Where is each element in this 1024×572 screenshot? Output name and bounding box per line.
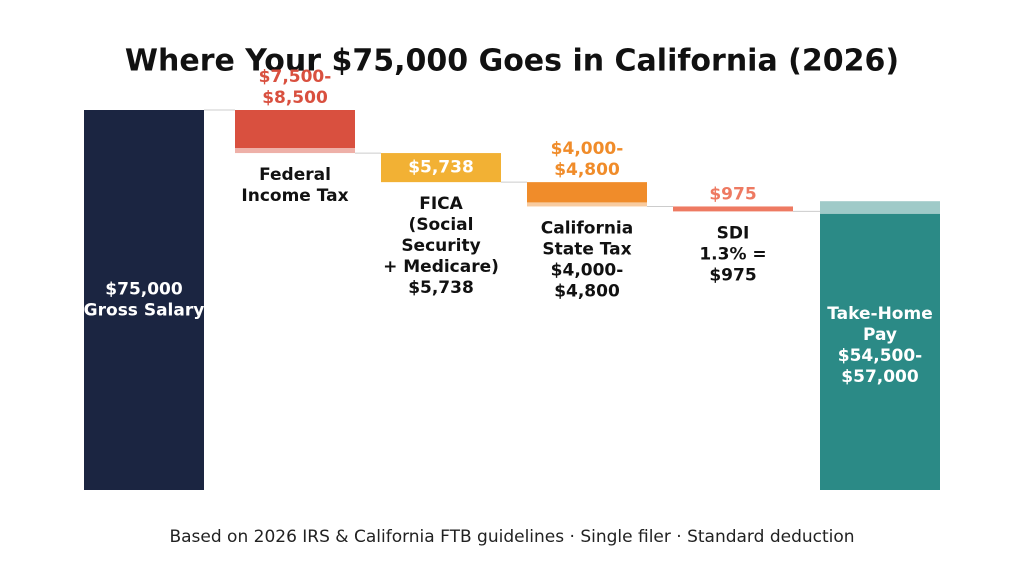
label-line: FICA [419,194,463,214]
label-line: Pay [863,325,897,345]
label-line: $8,500 [262,88,328,108]
bar [820,213,940,490]
label-line: + Medicare) [383,257,499,277]
label-line: Federal [259,165,331,185]
label-line: Gross Salary [84,301,205,321]
label-line: $54,500- [838,346,923,366]
bar [84,110,204,490]
chart-title: Where Your $75,000 Goes in California (2… [125,44,899,79]
bar [235,110,355,148]
label-line: $975 [709,184,756,204]
label-line: Income Tax [241,186,348,206]
label-line: $75,000 [105,280,183,300]
bar [381,153,501,183]
label-line: $4,800 [554,281,620,301]
label-line: California [541,218,633,238]
label-line: $57,000 [841,367,919,387]
label-line: $4,800 [554,160,620,180]
label-line: SDI [717,223,750,243]
bar-range [235,148,355,154]
bar [673,206,793,212]
label-line: $5,738 [408,278,474,298]
label-line: $975 [709,265,756,285]
label-line: $4,000- [551,260,624,280]
label-line: Take-Home [827,304,932,324]
bar-range [820,201,940,214]
label-line: Security [401,236,480,256]
label-line: $4,000- [551,139,624,159]
footnote: Based on 2026 IRS & California FTB guide… [169,527,854,547]
bar-range [527,202,647,207]
label-line: State Tax [542,239,631,259]
label-line: 1.3% = [699,244,766,264]
label-line: $7,500- [259,67,332,87]
bar [527,182,647,203]
label-line: (Social [409,215,474,235]
label-line: $5,738 [408,158,474,178]
